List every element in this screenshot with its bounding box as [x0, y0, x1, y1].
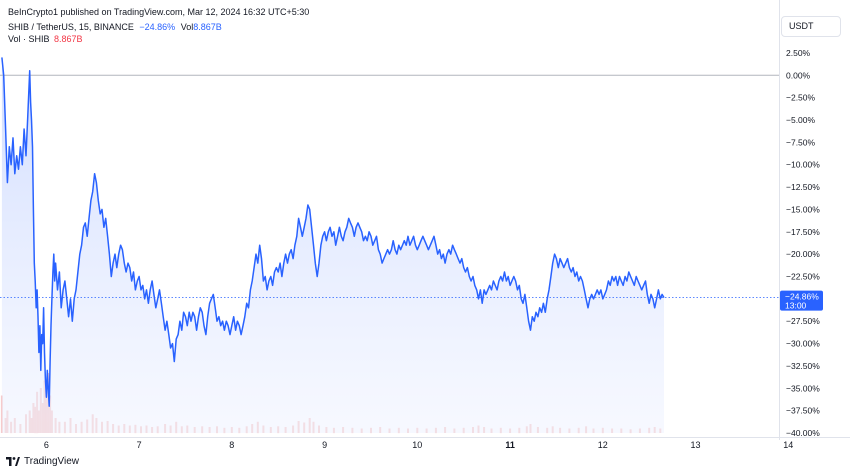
time-tick-4: 10 — [412, 440, 422, 450]
volume-legend-value: 8.867B — [54, 34, 83, 44]
price-tick-8: −17.50% — [786, 227, 820, 237]
volume-bar-0 — [0, 395, 3, 433]
price-tick-11: −27.50% — [786, 316, 820, 326]
volume-legend: Vol · SHIB 8.867B — [8, 34, 83, 44]
last-price-label: −24.86% — [785, 292, 819, 302]
time-axis[interactable]: 6 7 8 9 10 11 12 13 14 — [44, 440, 793, 450]
price-area-fill — [1, 57, 664, 434]
vol-prefix: Vol — [180, 22, 194, 32]
time-tick-1: 7 — [137, 440, 142, 450]
price-tick-4: −7.50% — [786, 137, 816, 147]
price-tick-7: −15.00% — [786, 204, 820, 214]
time-tick-2: 8 — [229, 440, 234, 450]
price-tick-15: −37.50% — [786, 406, 820, 416]
vol-value: 8.867B — [193, 22, 222, 32]
last-price-badge-background — [780, 290, 823, 311]
time-tick-6: 12 — [598, 440, 608, 450]
time-tick-8: 14 — [783, 440, 793, 450]
price-tick-6: −12.50% — [786, 182, 820, 192]
price-tick-12: −30.00% — [786, 339, 820, 349]
price-axis[interactable]: 2.50% 0.00% −2.50% −5.00% −7.50% −10.00% −12.5… — [786, 48, 820, 438]
price-tick-0: 2.50% — [786, 48, 811, 58]
volume-legend-label: Vol · SHIB — [8, 34, 50, 44]
price-tick-9: −20.00% — [786, 249, 820, 259]
change-percent: −24.86% — [139, 22, 176, 32]
price-tick-16: −40.00% — [786, 428, 820, 438]
tradingview-logo[interactable]: TradingView — [6, 456, 79, 467]
price-tick-10: −22.50% — [786, 272, 820, 282]
tradingview-logo-icon — [6, 457, 20, 466]
price-tick-5: −10.00% — [786, 160, 820, 170]
time-tick-3: 9 — [322, 440, 327, 450]
price-tick-2: −2.50% — [786, 93, 816, 103]
currency-button[interactable]: USDT — [781, 16, 841, 37]
published-caption: BeInCrypto1 published on TradingView.com… — [8, 7, 310, 17]
last-price-badge: −24.86% 13:00 — [780, 290, 823, 311]
time-tick-0: 6 — [44, 440, 49, 450]
price-tick-1: 0.00% — [786, 70, 811, 80]
price-tick-3: −5.00% — [786, 115, 816, 125]
time-tick-5: 11 — [505, 440, 515, 450]
symbol-legend: SHIB / TetherUS, 15, BINANCE −24.86% Vol… — [8, 22, 222, 32]
price-line — [1, 57, 665, 407]
time-tick-7: 13 — [690, 440, 700, 450]
candle-countdown-label: 13:00 — [785, 301, 807, 311]
symbol-title: SHIB / TetherUS, 15, BINANCE — [8, 22, 134, 32]
price-tick-13: −32.50% — [786, 361, 820, 371]
tradingview-logo-text: TradingView — [24, 456, 80, 467]
price-tick-14: −35.00% — [786, 383, 820, 393]
